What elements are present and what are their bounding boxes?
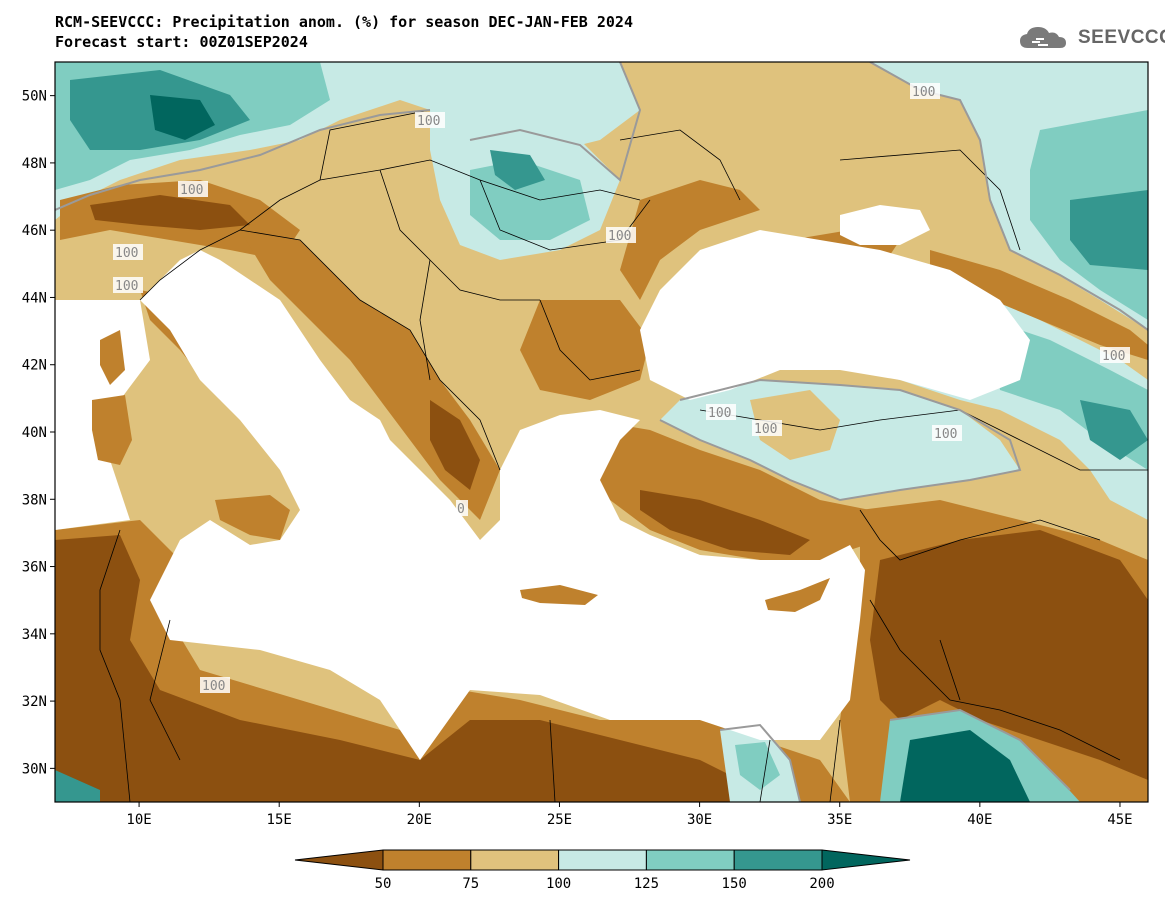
wet-core-east bbox=[1070, 190, 1148, 270]
lat-tick-label: 40N bbox=[22, 425, 47, 441]
dry-core-anatolia bbox=[640, 490, 810, 555]
contour-label: 100 bbox=[115, 246, 138, 261]
colorbar-swatch bbox=[733, 849, 823, 871]
contour-label: 100 bbox=[912, 85, 935, 100]
colorbar-label: 200 bbox=[809, 876, 834, 892]
wet-core-caucasus bbox=[1080, 400, 1148, 460]
lon-tick-label: 20E bbox=[407, 812, 432, 828]
lat-tick-label: 50N bbox=[22, 89, 47, 105]
colorbar-swatch bbox=[558, 849, 647, 871]
colorbar-arrow-low bbox=[294, 849, 384, 871]
lon-tick-label: 10E bbox=[126, 812, 151, 828]
island-crete bbox=[520, 585, 598, 605]
lat-tick-label: 46N bbox=[22, 223, 47, 239]
sea-black bbox=[640, 230, 1030, 400]
contour-label-group: 100 100 100 100 100 100 100 100 100 100 … bbox=[113, 83, 1130, 694]
dry-core-north-italy bbox=[90, 195, 250, 230]
contour-label: 100 bbox=[934, 427, 957, 442]
colorbar: 50 75 100 125 150 200 bbox=[294, 849, 911, 892]
lat-tick-label: 48N bbox=[22, 156, 47, 172]
contour-label: 100 bbox=[115, 279, 138, 294]
title-line-1: RCM-SEEVCCC: Precipitation anom. (%) for… bbox=[55, 13, 633, 31]
lon-tick-label: 35E bbox=[827, 812, 852, 828]
dry-region-balkans-east bbox=[520, 300, 650, 400]
dry-core-greece bbox=[430, 400, 480, 490]
lat-tick-label: 44N bbox=[22, 290, 47, 306]
island-sicily bbox=[215, 495, 290, 540]
contour-label: 100 bbox=[754, 422, 777, 437]
contour-label: 100 bbox=[708, 406, 731, 421]
colorbar-swatch bbox=[382, 849, 472, 871]
wet-region-corner bbox=[55, 770, 100, 802]
country-borders bbox=[99, 109, 1148, 802]
map-panel: 100 100 100 100 100 100 100 100 100 100 … bbox=[55, 62, 1148, 802]
contour-label: 100 bbox=[1102, 349, 1125, 364]
contour-label: 100 bbox=[180, 183, 203, 198]
lat-tick-label: 36N bbox=[22, 560, 47, 576]
wet-core-bohemia bbox=[150, 95, 215, 140]
lon-tick-label: 40E bbox=[967, 812, 992, 828]
lat-tick-label: 38N bbox=[22, 492, 47, 508]
lon-tick-label: 45E bbox=[1107, 812, 1132, 828]
sea-azov bbox=[840, 205, 930, 245]
colorbar-arrow-high bbox=[821, 849, 911, 871]
island-sardinia bbox=[92, 395, 132, 465]
wet-region-romania bbox=[470, 160, 590, 240]
dry-region-caucasus-north bbox=[930, 250, 1148, 360]
island-cyprus bbox=[765, 578, 830, 612]
dry-core-north-africa bbox=[55, 535, 770, 802]
lat-tick-label: 32N bbox=[22, 694, 47, 710]
contour-label: 100 bbox=[608, 229, 631, 244]
wet-core-arabia bbox=[900, 730, 1030, 802]
dry-region-black-sea-west bbox=[620, 180, 760, 300]
lat-tick-label: 30N bbox=[22, 761, 47, 777]
colorbar-swatch bbox=[645, 849, 735, 871]
dry-core-levant bbox=[870, 530, 1148, 780]
wet-core-romania bbox=[490, 150, 545, 190]
wet-region-anatolia bbox=[660, 380, 1020, 500]
island-corsica bbox=[100, 330, 125, 385]
contour-label: 0 bbox=[457, 502, 465, 517]
colorbar-label: 150 bbox=[722, 876, 747, 892]
map-title: RCM-SEEVCCC: Precipitation anom. (%) for… bbox=[55, 12, 633, 52]
colorbar-label: 125 bbox=[634, 876, 659, 892]
lon-tick-label: 25E bbox=[547, 812, 572, 828]
logo-text: SEEVCCC bbox=[1078, 27, 1165, 48]
lat-tick-label: 34N bbox=[22, 627, 47, 643]
contour-label: 100 bbox=[417, 114, 440, 129]
colorbar-swatch bbox=[470, 849, 560, 871]
colorbar-label: 50 bbox=[375, 876, 392, 892]
colorbar-label: 75 bbox=[462, 876, 479, 892]
lon-tick-label: 15E bbox=[267, 812, 292, 828]
seevccc-logo: SEEVCCC bbox=[1018, 24, 1165, 52]
dry-patch-anatolia bbox=[750, 390, 840, 460]
sea-mediterranean bbox=[140, 250, 865, 760]
cloud-icon bbox=[1020, 27, 1066, 48]
title-line-2: Forecast start: 00Z01SEP2024 bbox=[55, 33, 308, 51]
map-axes: 30N 32N 34N 36N 38N 40N 42N 44N 46N 48N 50N 10E 15E 2… bbox=[22, 89, 1133, 828]
lon-tick-label: 30E bbox=[687, 812, 712, 828]
wet-patch-nile bbox=[735, 742, 780, 790]
lat-tick-label: 42N bbox=[22, 358, 47, 374]
contour-label: 100 bbox=[202, 679, 225, 694]
colorbar-label: 100 bbox=[546, 876, 571, 892]
